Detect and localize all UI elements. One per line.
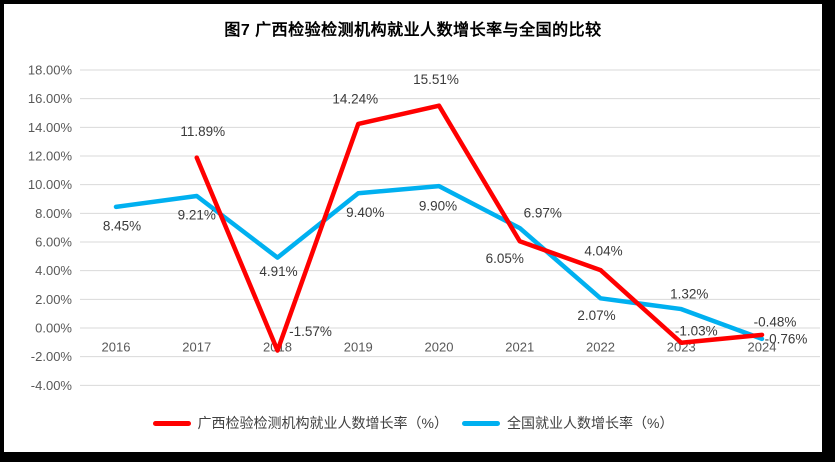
data-label: 9.40% [346, 205, 384, 220]
legend-label-national: 全国就业人数增长率（%） [507, 415, 674, 431]
y-axis-tick-label: 4.00% [35, 263, 72, 278]
y-axis-tick-label: 2.00% [35, 292, 72, 307]
x-axis-label: 2024 [748, 340, 777, 355]
legend-item-national: 全国就业人数增长率（%） [462, 413, 673, 433]
data-label: 14.24% [332, 91, 378, 106]
data-label: -0.48% [754, 314, 797, 329]
data-label: 1.32% [670, 287, 708, 302]
y-axis-tick-label: 16.00% [28, 91, 73, 106]
chart-title: 图7 广西检验检测机构就业人数增长率与全国的比较 [224, 22, 602, 39]
y-axis-tick-label: 6.00% [35, 235, 72, 250]
y-axis-tick-label: 12.00% [28, 149, 73, 164]
y-axis-tick-label: 10.00% [28, 177, 73, 192]
data-label: 4.91% [259, 264, 297, 279]
y-axis-tick-label: 14.00% [28, 120, 73, 135]
x-axis-label: 2020 [425, 340, 454, 355]
x-axis-label: 2016 [102, 340, 131, 355]
data-label: 9.21% [178, 207, 216, 222]
line-chart-plot: 18.00% 16.00% 14.00% 12.00% 10.00% 8.00% 6.00%… [28, 63, 820, 393]
x-axis-label: 2021 [505, 340, 534, 355]
data-label: 6.05% [486, 251, 524, 266]
data-label: -1.57% [289, 324, 332, 339]
data-label: 11.89% [180, 124, 225, 139]
data-label: 4.04% [584, 244, 622, 259]
data-label: 2.07% [577, 308, 615, 323]
legend-item-guangxi: 广西检验检测机构就业人数增长率（%） [152, 413, 448, 433]
data-label: 15.51% [413, 72, 459, 87]
legend-red-line-swatch [152, 420, 191, 426]
x-axis-label: 2017 [182, 340, 211, 355]
series-line-guangxi [194, 103, 765, 353]
y-axis-tick-label: -4.00% [31, 378, 73, 393]
y-axis-tick-label: 18.00% [28, 63, 73, 78]
y-axis-tick-label: -2.00% [31, 349, 73, 364]
data-label: 9.90% [419, 199, 457, 214]
x-axis-label: 2022 [586, 340, 615, 355]
legend-label-guangxi: 广西检验检测机构就业人数增长率（%） [197, 415, 448, 431]
data-label: 6.97% [524, 206, 562, 221]
y-axis-tick-label: 0.00% [35, 321, 72, 336]
legend-blue-line-swatch [462, 420, 500, 426]
chart-legend: 广西检验检测机构就业人数增长率（%） 全国就业人数增长率（%） [4, 410, 822, 436]
data-label: -0.76% [765, 331, 808, 346]
x-axis-label: 2019 [344, 340, 373, 355]
data-label: 8.45% [103, 218, 141, 233]
y-axis-tick-label: 8.00% [35, 206, 72, 221]
data-label: -1.03% [675, 323, 718, 338]
